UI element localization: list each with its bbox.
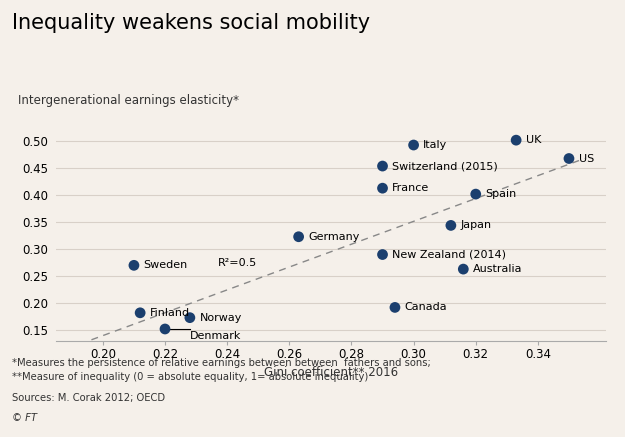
- Point: [294, 233, 304, 240]
- Text: *Measures the persistence of relative earnings between between  fathers and sons: *Measures the persistence of relative ea…: [12, 358, 431, 382]
- Text: Spain: Spain: [486, 189, 517, 199]
- Text: Finland: Finland: [150, 308, 190, 318]
- Text: © FT: © FT: [12, 413, 38, 423]
- Text: Germany: Germany: [308, 232, 360, 242]
- Point: [378, 185, 388, 192]
- Text: Japan: Japan: [461, 220, 492, 230]
- Text: Inequality weakens social mobility: Inequality weakens social mobility: [12, 13, 371, 33]
- Text: France: France: [392, 183, 429, 193]
- Text: Intergenerational earnings elasticity*: Intergenerational earnings elasticity*: [18, 94, 239, 107]
- Text: Australia: Australia: [473, 264, 522, 274]
- Point: [129, 262, 139, 269]
- Point: [135, 309, 145, 316]
- Text: Switzerland (2015): Switzerland (2015): [392, 161, 498, 171]
- Point: [378, 163, 388, 170]
- Text: Norway: Norway: [199, 312, 242, 323]
- Point: [378, 251, 388, 258]
- Point: [446, 222, 456, 229]
- Point: [409, 142, 419, 149]
- Point: [511, 137, 521, 144]
- Text: Italy: Italy: [423, 140, 448, 150]
- Text: UK: UK: [526, 135, 541, 145]
- Point: [564, 155, 574, 162]
- Text: New Zealand (2014): New Zealand (2014): [392, 250, 506, 260]
- X-axis label: Gini coefficient** 2016: Gini coefficient** 2016: [264, 366, 398, 379]
- Text: Denmark: Denmark: [190, 331, 241, 341]
- Text: R²=0.5: R²=0.5: [218, 258, 257, 267]
- Point: [160, 326, 170, 333]
- Point: [471, 191, 481, 198]
- Point: [390, 304, 400, 311]
- Text: Canada: Canada: [404, 302, 448, 312]
- Point: [185, 314, 195, 321]
- Text: Sweden: Sweden: [144, 260, 188, 271]
- Text: US: US: [579, 153, 594, 163]
- Text: Sources: M. Corak 2012; OECD: Sources: M. Corak 2012; OECD: [12, 393, 166, 403]
- Point: [458, 266, 468, 273]
